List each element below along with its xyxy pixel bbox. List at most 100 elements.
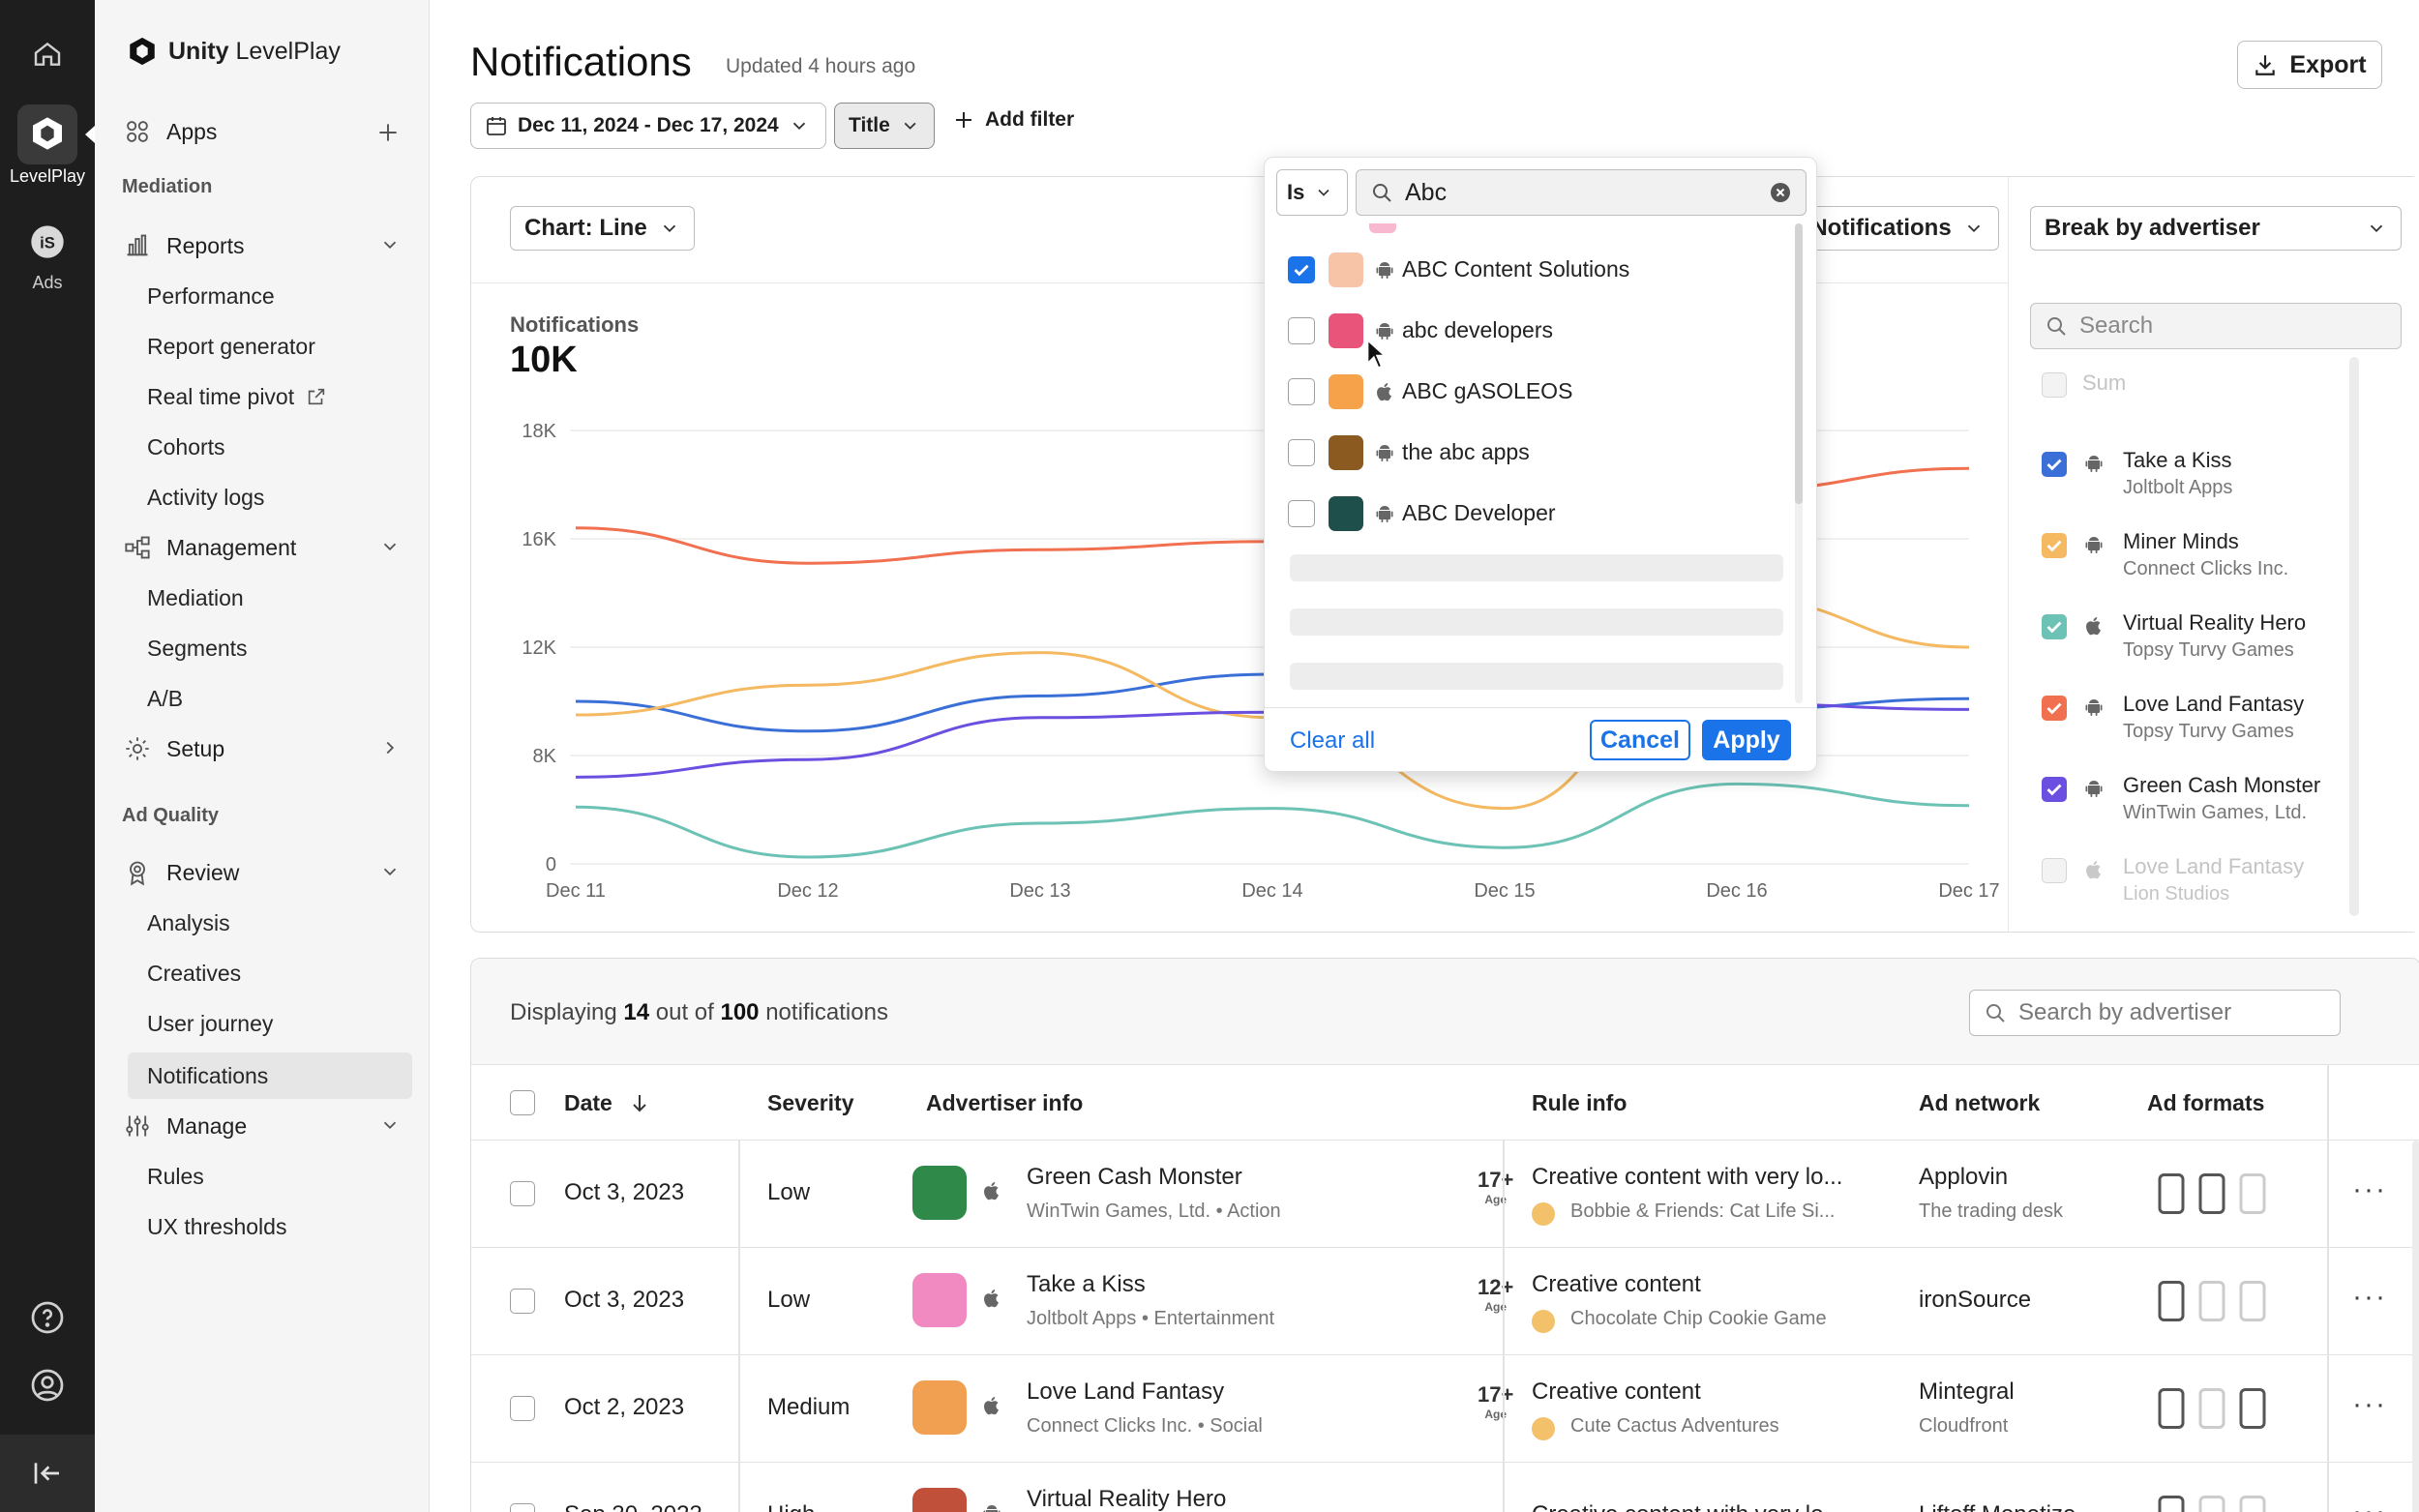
filter-option[interactable]: ABC Content Solutions [1288, 249, 1772, 291]
home-button[interactable] [0, 39, 95, 70]
filter-option[interactable]: ABC Developer [1288, 492, 1772, 535]
column-date[interactable]: Date [564, 1090, 651, 1116]
sidebar-item-setup[interactable]: Setup [122, 727, 412, 770]
table-row[interactable]: Oct 3, 2023 Low Take a Kiss Joltbolt App… [471, 1248, 2419, 1355]
row-more-menu-icon[interactable]: ··· [2352, 1173, 2387, 1205]
sidebar-item-creatives[interactable]: Creatives [147, 960, 242, 986]
advertiser-app-link[interactable]: Love Land Fantasy [1027, 1379, 1225, 1405]
filter-search-input[interactable]: Abc [1356, 169, 1807, 216]
download-icon [2255, 55, 2276, 75]
cancel-button[interactable]: Cancel [1590, 720, 1690, 760]
legend-checkbox[interactable] [2042, 777, 2067, 802]
table-scrollbar[interactable] [2412, 1141, 2419, 1512]
legend-scrollbar[interactable] [2349, 357, 2359, 916]
operator-select[interactable]: Is [1276, 169, 1348, 216]
sidebar-item-mediation[interactable]: Mediation [147, 584, 244, 610]
export-button[interactable]: Export [2237, 41, 2382, 89]
apple-icon [1373, 380, 1396, 408]
filter-option[interactable]: the abc apps [1288, 431, 1772, 474]
sidebar-item-ux-thresholds[interactable]: UX thresholds [147, 1213, 287, 1239]
sidebar-item-analysis[interactable]: Analysis [147, 909, 230, 935]
row-more-menu-icon[interactable]: ··· [2352, 1496, 2387, 1512]
sidebar-item-report-generator[interactable]: Report generator [147, 333, 315, 359]
filter-scrollbar-thumb[interactable] [1795, 223, 1803, 504]
apply-button[interactable]: Apply [1702, 720, 1791, 760]
sidebar-item-reports[interactable]: Reports [122, 224, 412, 267]
legend-search-input[interactable]: Search [2030, 303, 2402, 349]
ads-button[interactable]: iS Ads [0, 222, 95, 293]
sidebar-item-real-time-pivot[interactable]: Real time pivot [147, 375, 412, 418]
filter-option-checkbox[interactable] [1288, 256, 1315, 283]
help-button[interactable] [0, 1300, 95, 1335]
sidebar-item-manage[interactable]: Manage [122, 1105, 412, 1147]
advertiser-meta: Connect Clicks Inc. • Social [1027, 1415, 1263, 1437]
advertiser-app-link[interactable]: Take a Kiss [1027, 1271, 1146, 1297]
break-by-select[interactable]: Break by advertiser [2030, 206, 2402, 251]
filter-option-checkbox[interactable] [1288, 500, 1315, 527]
clear-input-icon[interactable] [1769, 181, 1792, 204]
row-checkbox[interactable] [510, 1289, 535, 1314]
video-format-icon [2157, 1279, 2186, 1328]
legend-checkbox[interactable] [2042, 452, 2067, 477]
apple-icon [980, 1179, 1003, 1207]
chart-type-select[interactable]: Chart: Line [510, 206, 695, 251]
rule-subtitle: Chocolate Chip Cookie Game [1570, 1308, 1827, 1329]
search-by-advertiser-input[interactable]: Search by advertiser [1969, 990, 2341, 1036]
logo-brand: Unity [168, 37, 229, 65]
table-row[interactable]: Oct 3, 2023 Low Green Cash Monster WinTw… [471, 1141, 2419, 1248]
column-ad-formats[interactable]: Ad formats [2147, 1090, 2265, 1115]
column-ad-network[interactable]: Ad network [1919, 1090, 2041, 1115]
sum-checkbox[interactable] [2042, 372, 2067, 398]
filter-option[interactable]: abc developers [1288, 310, 1772, 352]
sidebar-item-ab[interactable]: A/B [147, 685, 184, 711]
legend-checkbox[interactable] [2042, 533, 2067, 558]
legend-checkbox[interactable] [2042, 614, 2067, 639]
column-severity[interactable]: Severity [767, 1090, 854, 1115]
x-tick-label: Dec 14 [1241, 880, 1302, 902]
row-checkbox[interactable] [510, 1396, 535, 1421]
add-filter-button[interactable]: Add filter [952, 108, 1074, 132]
table-row[interactable]: Sep 30, 2023 High Virtual Reality Hero C… [471, 1463, 2419, 1512]
add-app-icon[interactable] [375, 120, 401, 151]
reports-label: Reports [166, 232, 245, 258]
row-more-menu-icon[interactable]: ··· [2352, 1281, 2387, 1313]
table-row[interactable]: Oct 2, 2023 Medium Love Land Fantasy Con… [471, 1355, 2419, 1463]
advertiser-app-link[interactable]: Green Cash Monster [1027, 1164, 1242, 1190]
title-filter-chip[interactable]: Title [834, 103, 935, 149]
series-line[interactable] [575, 782, 1970, 859]
filter-option[interactable]: ABC gASOLEOS [1288, 371, 1772, 413]
row-more-menu-icon[interactable]: ··· [2352, 1388, 2387, 1420]
column-rule-info[interactable]: Rule info [1532, 1090, 1628, 1115]
sidebar-item-rules[interactable]: Rules [147, 1163, 204, 1189]
sidebar-item-user-journey[interactable]: User journey [147, 1010, 274, 1036]
logo-product: LevelPlay [235, 37, 341, 65]
chart-type-label: Chart: Line [524, 215, 647, 241]
filter-option-checkbox[interactable] [1288, 378, 1315, 405]
review-badge-icon [122, 859, 153, 886]
legend-checkbox[interactable] [2042, 858, 2067, 883]
levelplay-button[interactable]: LevelPlay [0, 114, 95, 187]
android-icon [2082, 696, 2105, 724]
advertiser-app-link[interactable]: Virtual Reality Hero [1027, 1486, 1227, 1512]
legend-checkbox[interactable] [2042, 696, 2067, 721]
column-advertiser-info[interactable]: Advertiser info [926, 1090, 1084, 1115]
age-label: Age [1484, 1408, 1507, 1421]
sidebar-item-management[interactable]: Management [122, 526, 412, 569]
sidebar-item-apps[interactable]: Apps [122, 110, 412, 153]
filter-option-checkbox[interactable] [1288, 317, 1315, 344]
collapse-sidebar-button[interactable] [0, 1435, 95, 1512]
sidebar-item-cohorts[interactable]: Cohorts [147, 433, 225, 460]
sidebar-item-review[interactable]: Review [122, 851, 412, 894]
account-button[interactable] [0, 1368, 95, 1403]
row-checkbox[interactable] [510, 1503, 535, 1512]
sidebar-item-notifications[interactable]: Notifications [128, 1052, 412, 1099]
date-range-filter[interactable]: Dec 11, 2024 - Dec 17, 2024 [470, 103, 826, 149]
sidebar-item-activity-logs[interactable]: Activity logs [147, 484, 265, 510]
clear-all-button[interactable]: Clear all [1290, 727, 1376, 754]
select-all-checkbox[interactable] [510, 1090, 535, 1115]
sidebar-item-performance[interactable]: Performance [147, 282, 275, 309]
y-tick-label: 18K [522, 421, 556, 442]
sidebar-item-segments[interactable]: Segments [147, 635, 248, 661]
filter-option-checkbox[interactable] [1288, 439, 1315, 466]
row-checkbox[interactable] [510, 1181, 535, 1206]
